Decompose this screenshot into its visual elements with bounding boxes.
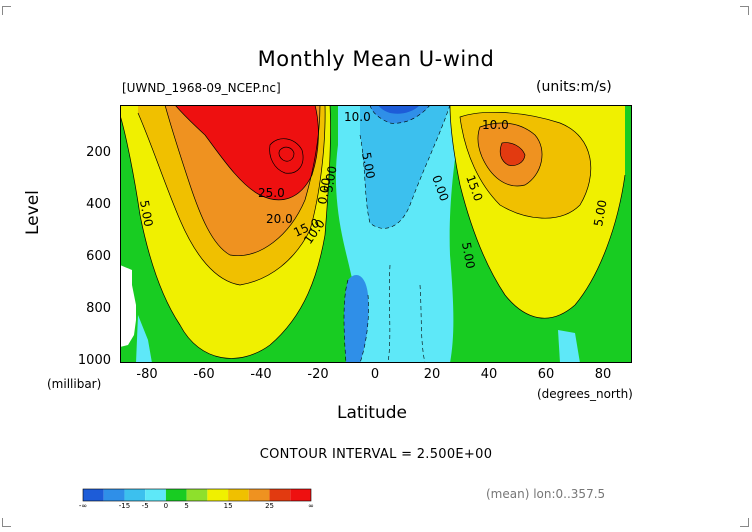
x-tick-label: 20 (423, 367, 441, 382)
contour-line (477, 122, 543, 187)
y-tick-label: 600 (86, 249, 111, 264)
contour-label: 5.00 (359, 151, 377, 180)
plot-frame (120, 105, 632, 363)
contour-band-blue (360, 105, 450, 229)
contour-line (278, 146, 295, 162)
contour-line-negative (369, 105, 431, 124)
chart-title: Monthly Mean U-wind (257, 47, 495, 71)
contour-label: 5.00 (591, 199, 609, 228)
crop-mark-top-left (2, 6, 11, 15)
y-axis-label: Level (23, 190, 43, 235)
contour-line-negative (359, 294, 369, 363)
missing-data-region (120, 265, 136, 347)
x-tick-label: 60 (537, 367, 555, 382)
y-tick-label: 800 (86, 301, 111, 316)
color-bar-tick-label: 15 (223, 502, 233, 510)
y-tick-label: 1000 (77, 353, 111, 368)
x-tick-label: 0 (370, 367, 380, 382)
crop-mark-bottom-right (740, 518, 749, 527)
contour-line-negative (343, 279, 349, 363)
contour-label: 10.0 (482, 118, 509, 132)
contour-line (174, 105, 319, 201)
units-label: (units:m/s) (536, 79, 612, 95)
contour-line (499, 142, 526, 166)
x-tick-label: -20 (307, 367, 329, 382)
contour-interval-text: CONTOUR INTERVAL = 2.500E+00 (259, 447, 493, 462)
contour-line (120, 105, 331, 359)
contour-line (449, 105, 626, 319)
averaging-note: (mean) lon:0..357.5 (486, 487, 606, 501)
color-bar-tick-label: 0 (163, 502, 169, 510)
contour-band-red (500, 142, 525, 166)
contour-label: 5.00 (459, 241, 477, 270)
color-bar-cell (269, 489, 291, 501)
x-axis-label: Latitude (337, 403, 407, 423)
contour-band-red (175, 105, 319, 200)
contour-label: 5.00 (137, 199, 155, 228)
color-bar-tick-label: -∞ (78, 502, 88, 510)
contour-band-cyan (136, 315, 152, 363)
color-bar-tick-label: -15 (118, 502, 131, 510)
color-bar-cell (165, 489, 187, 501)
contour-band-blue (344, 275, 369, 363)
y-tick-label: 400 (86, 197, 111, 212)
contour-label: 20.0 (266, 212, 293, 226)
color-bar-cell (83, 489, 104, 501)
color-bar-cell (207, 489, 229, 501)
x-tick-label: 80 (594, 367, 612, 382)
contour-band-cyan (558, 330, 580, 363)
contour-band-blue (378, 105, 420, 114)
contour-line (459, 112, 592, 219)
color-bar-cell (103, 489, 125, 501)
source-file-label: [UWND_1968-09_NCEP.nc] (122, 81, 281, 95)
contour-label: 25.0 (258, 186, 285, 200)
color-bar-cell (124, 489, 146, 501)
crop-mark-top-right (740, 6, 749, 15)
contour-label: 10.0 (344, 110, 371, 124)
color-bar (82, 488, 312, 502)
color-bar-cell (248, 489, 270, 501)
color-bar-cell (186, 489, 208, 501)
y-tick-label: 200 (86, 145, 111, 160)
x-tick-label: 40 (480, 367, 498, 382)
x-tick-label: -80 (136, 367, 158, 382)
contour-label: 0.00 (315, 177, 333, 206)
color-bar-tick-label: ∞ (308, 502, 314, 510)
x-tick-label: -60 (193, 367, 215, 382)
x-tick-label: -40 (250, 367, 272, 382)
color-bar-frame (82, 488, 312, 502)
color-bar-tick-label: 25 (265, 502, 274, 510)
contour-label: 5.00 (321, 165, 339, 194)
crop-mark-bottom-left (2, 518, 11, 527)
color-bar-cell (145, 489, 166, 501)
color-bar-tick-label: 5 (184, 502, 189, 510)
color-bar-cell (290, 489, 311, 501)
y-axis-unit: (millibar) (47, 377, 102, 391)
color-bar-tick-label: -5 (141, 502, 149, 510)
contour-line (164, 105, 321, 256)
color-bar-cell (228, 489, 249, 501)
contour-line (269, 138, 304, 174)
contour-plot: 10.0 5.00 0.00 5.00 25.0 20.0 15.0 10.0 … (120, 105, 632, 363)
contour-line-negative (359, 105, 451, 229)
contour-line (137, 105, 326, 286)
contour-line-negative (419, 284, 426, 363)
x-axis-unit: (degrees_north) (537, 387, 633, 401)
